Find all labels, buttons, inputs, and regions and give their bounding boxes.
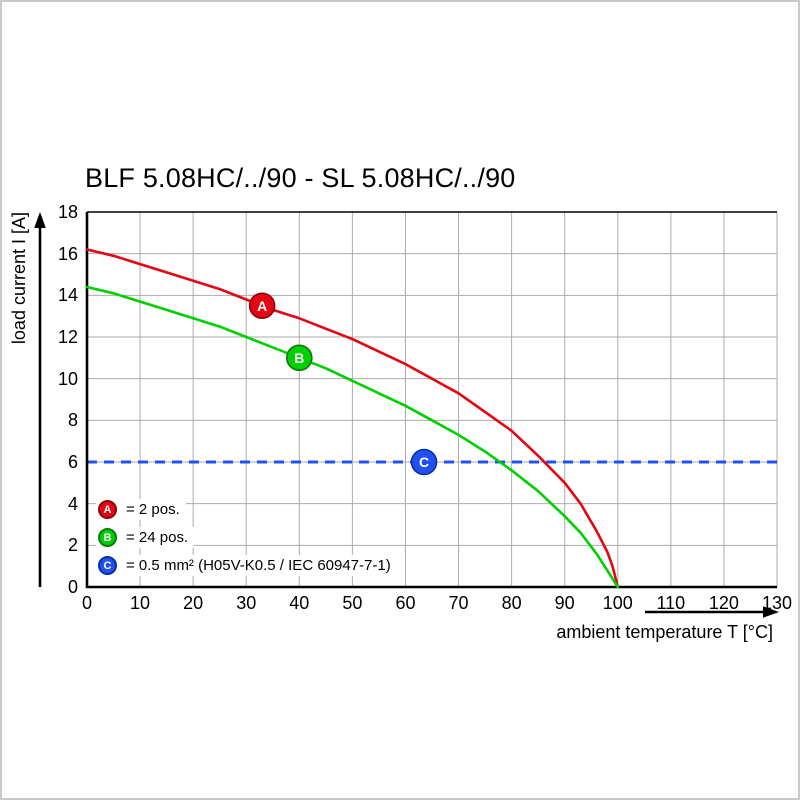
reference-c-letter: C	[103, 559, 112, 572]
legend-item-b: B = 24 pos.	[96, 527, 195, 548]
x-tick-label: 20	[183, 593, 204, 613]
y-axis-label: load current I [A]	[9, 212, 29, 345]
series-a-legend-text: = 2 pos.	[126, 501, 180, 518]
marker-b-letter: B	[294, 350, 304, 366]
series-b-legend-text: = 24 pos.	[126, 529, 189, 546]
x-tick-label: 100	[602, 593, 633, 613]
y-tick-label: 8	[67, 410, 78, 431]
x-axis-arrow-head	[763, 606, 779, 618]
reference-c-legend-text: = 0.5 mm² (H05V-K0.5 / IEC 60947-7-1)	[126, 557, 391, 574]
y-axis-arrow-head	[34, 212, 46, 228]
marker-c-letter: C	[419, 454, 429, 470]
series-b-legend-marker: B	[98, 528, 117, 547]
marker-b	[286, 344, 313, 372]
y-tick-label: 4	[67, 493, 78, 514]
marker-a	[248, 292, 276, 320]
x-tick-label: 110	[656, 593, 686, 613]
x-tick-label: 90	[554, 593, 575, 613]
x-tick-label: 0	[81, 593, 92, 613]
y-tick-label: 12	[57, 327, 78, 347]
x-tick-label: 60	[395, 593, 416, 613]
x-tick-label: 80	[501, 593, 522, 613]
series-b-letter: B	[103, 531, 112, 544]
series-a-letter: A	[103, 503, 112, 516]
y-tick-label: 16	[57, 243, 78, 264]
y-tick-label: 18	[57, 202, 78, 222]
x-tick-label: 10	[130, 593, 151, 613]
curve-a	[85, 248, 620, 589]
x-tick-label: 50	[342, 593, 363, 613]
axis-arrows	[34, 212, 779, 618]
legend: A = 2 pos. B = 24 pos. C = 0.5 mm² (H05V…	[96, 499, 397, 576]
x-tick-label: 30	[236, 593, 257, 613]
y-tick-label: 6	[67, 452, 78, 472]
x-tick-label: 40	[289, 593, 310, 613]
chart-title: BLF 5.08HC/../90 - SL 5.08HC/../90	[85, 163, 516, 193]
curve-markers: A B C	[248, 292, 438, 476]
reference-c-legend-marker: C	[98, 556, 117, 575]
curve-b	[85, 285, 620, 589]
y-tick-label: 14	[57, 285, 78, 306]
x-tick-label: 120	[708, 593, 739, 613]
y-tick-label: 10	[57, 368, 78, 389]
y-tick-label: 0	[67, 577, 78, 597]
x-tick-label: 70	[448, 593, 469, 613]
y-tick-label: 2	[67, 535, 78, 556]
x-axis-label: ambient temperature T [°C]	[556, 622, 773, 642]
marker-a-letter: A	[257, 298, 267, 314]
legend-item-a: A = 2 pos.	[96, 499, 186, 520]
curves	[85, 248, 620, 589]
grid-lines	[87, 211, 778, 587]
axes	[85, 212, 777, 589]
marker-c	[410, 448, 438, 476]
series-a-legend-marker: A	[98, 500, 117, 519]
legend-item-c: C = 0.5 mm² (H05V-K0.5 / IEC 60947-7-1)	[96, 555, 397, 576]
x-tick-label: 130	[761, 593, 793, 613]
